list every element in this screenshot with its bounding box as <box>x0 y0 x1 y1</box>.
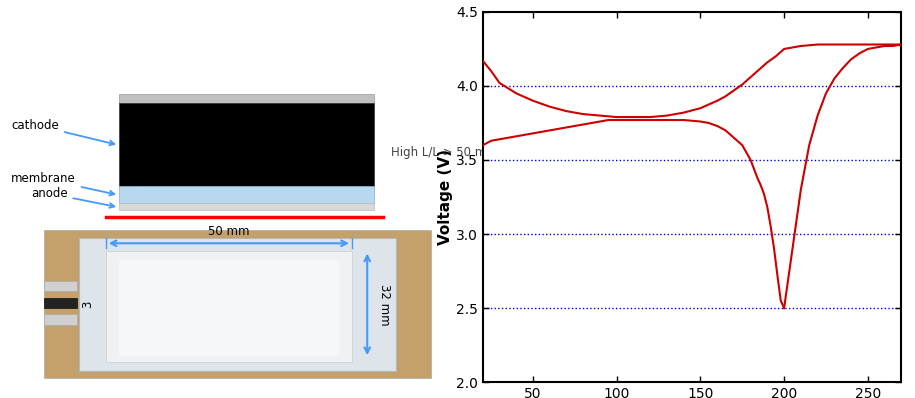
Y-axis label: Voltage (V): Voltage (V) <box>438 149 453 245</box>
Text: High L/L > 50 mg/cm²: High L/L > 50 mg/cm² <box>392 146 521 159</box>
Bar <box>44 314 77 325</box>
Bar <box>119 260 339 356</box>
Bar <box>44 281 77 291</box>
Bar <box>44 230 431 378</box>
Text: cathode: cathode <box>11 119 114 145</box>
Text: 3: 3 <box>81 300 94 308</box>
Bar <box>119 103 374 186</box>
Bar <box>44 298 77 308</box>
Bar <box>119 186 374 203</box>
Text: 32 mm: 32 mm <box>378 283 392 325</box>
Bar <box>80 238 396 371</box>
Bar <box>119 203 374 210</box>
Bar <box>106 251 352 362</box>
Text: anode: anode <box>31 187 114 208</box>
Text: 50 mm: 50 mm <box>208 225 250 238</box>
Bar <box>119 94 374 103</box>
Text: membrane: membrane <box>11 172 114 195</box>
